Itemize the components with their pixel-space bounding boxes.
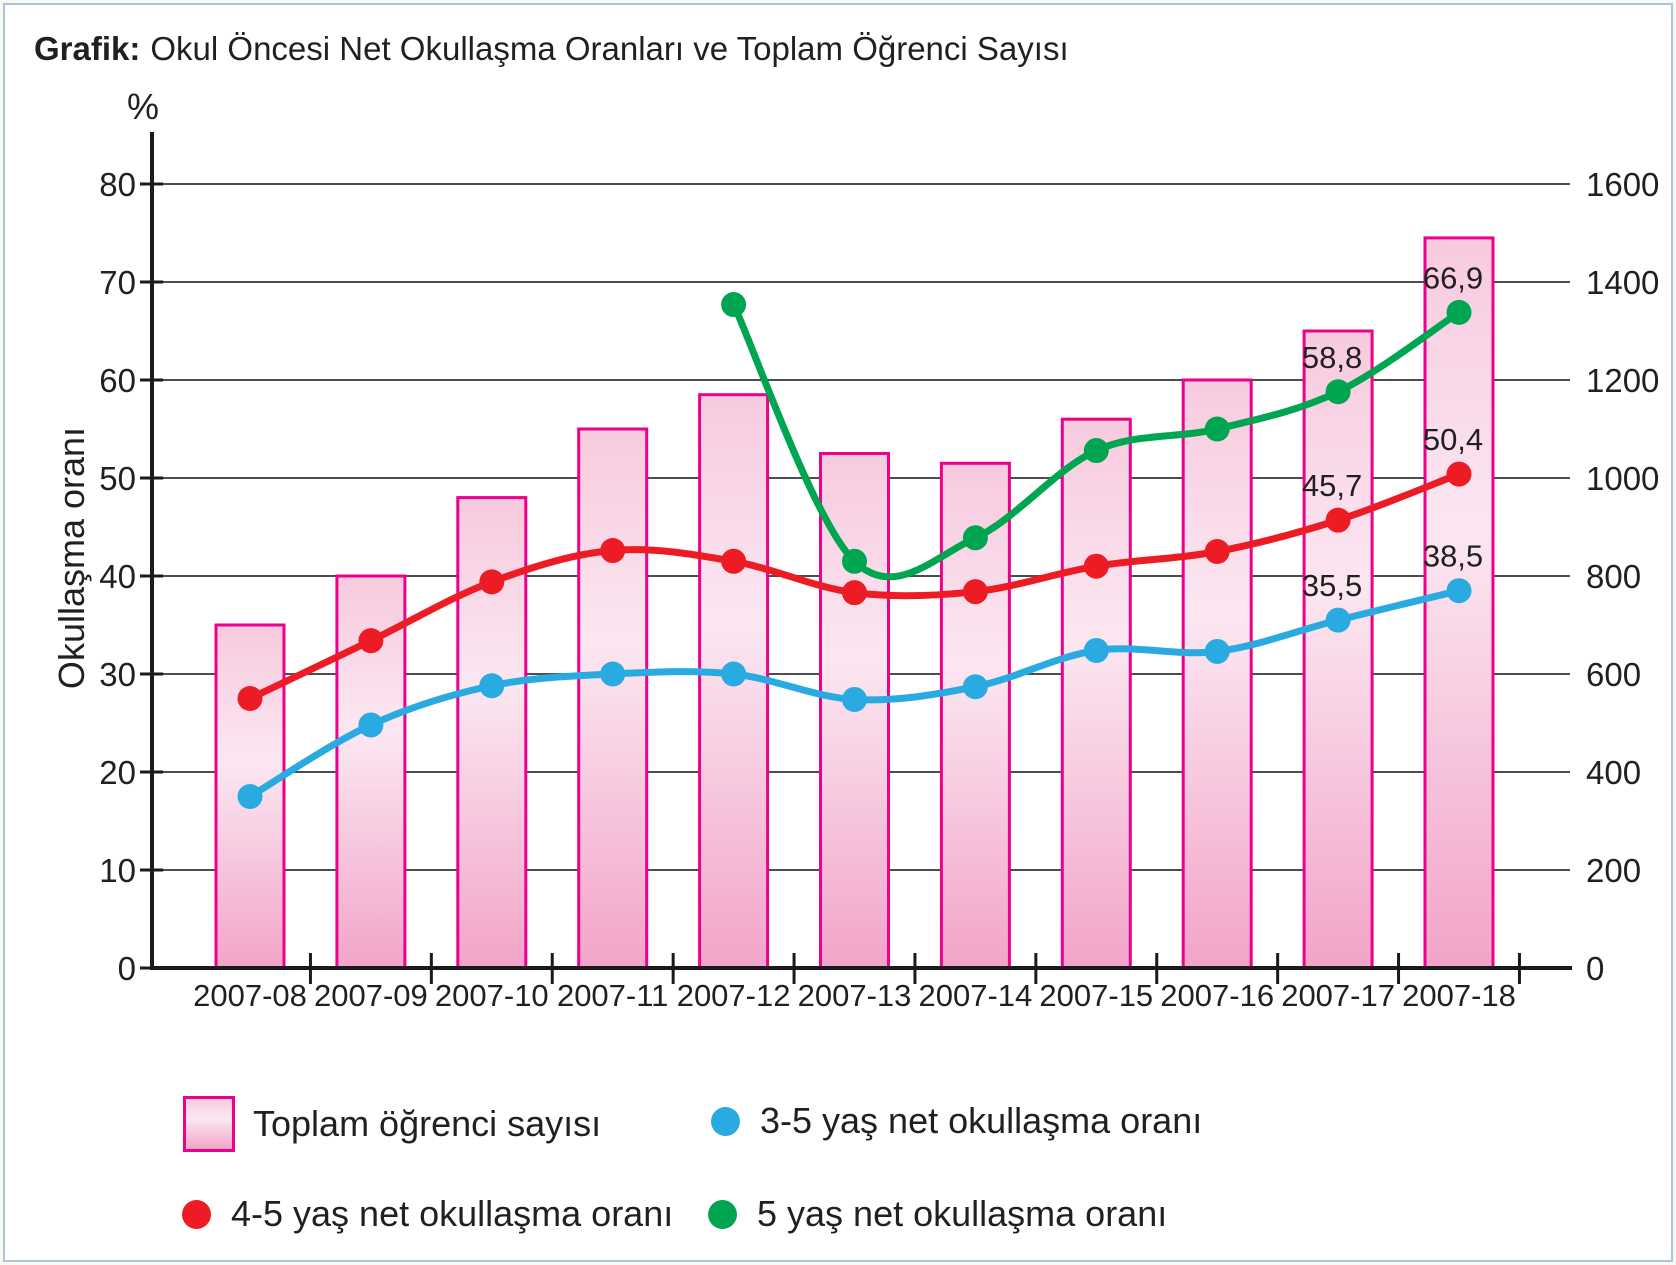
data-point bbox=[479, 673, 505, 699]
data-point bbox=[962, 579, 988, 605]
data-point bbox=[1083, 438, 1109, 464]
y-axis-tick-label: 60 bbox=[99, 362, 136, 399]
data-point bbox=[721, 292, 747, 318]
legend-item-5: 5 yaş net okullaşma oranı bbox=[708, 1193, 1168, 1234]
data-point-label: 45,7 bbox=[1302, 468, 1362, 503]
legend-label: Toplam öğrenci sayısı bbox=[253, 1103, 602, 1144]
right-axis-tick-label: 800 bbox=[1586, 558, 1641, 595]
data-point bbox=[1325, 507, 1351, 533]
legend-item-3-5: 3-5 yaş net okullaşma oranı bbox=[711, 1096, 1202, 1146]
x-axis-label: 2007-17 bbox=[1281, 978, 1395, 1013]
bar bbox=[1060, 417, 1132, 970]
data-point bbox=[1325, 607, 1351, 633]
right-axis-tick-label: 600 bbox=[1586, 656, 1641, 693]
red-dot-icon bbox=[182, 1199, 211, 1229]
right-axis-tick-label: 400 bbox=[1586, 754, 1641, 791]
x-axis-label: 2007-11 bbox=[557, 978, 668, 1013]
bar bbox=[1181, 378, 1253, 970]
legend-item-total-students: Toplam öğrenci sayısı bbox=[183, 1096, 601, 1152]
data-point bbox=[358, 712, 384, 738]
x-axis-label: 2007-13 bbox=[798, 978, 912, 1013]
data-point bbox=[721, 661, 747, 687]
legend-label: 5 yaş net okullaşma oranı bbox=[757, 1193, 1168, 1234]
bar bbox=[456, 496, 528, 970]
data-point bbox=[1446, 299, 1472, 325]
x-axis-label: 2007-18 bbox=[1402, 978, 1516, 1013]
legend-item-4-5: 4-5 yaş net okullaşma oranı bbox=[182, 1193, 674, 1234]
bar bbox=[1302, 329, 1374, 970]
data-point bbox=[1204, 638, 1230, 664]
chart-title-text: Okul Öncesi Net Okullaşma Oranları ve To… bbox=[150, 30, 1069, 67]
data-point bbox=[479, 569, 505, 595]
left-axis-unit: % bbox=[127, 86, 160, 127]
right-axis-tick-label: 1400 bbox=[1586, 264, 1659, 301]
data-point bbox=[237, 784, 263, 809]
chart-title-prefix: Grafik: bbox=[34, 30, 141, 67]
data-point bbox=[1083, 637, 1109, 663]
data-point bbox=[842, 580, 867, 606]
x-axis-label: 2007-15 bbox=[1039, 978, 1153, 1013]
y-axis-tick-label: 70 bbox=[99, 264, 136, 301]
data-point bbox=[1446, 461, 1472, 487]
blue-dot-icon bbox=[711, 1106, 740, 1136]
data-point-label: 58,8 bbox=[1302, 340, 1362, 375]
y-axis-tick-label: 50 bbox=[99, 460, 136, 497]
x-axis-label: 2007-12 bbox=[677, 978, 791, 1013]
data-point bbox=[237, 686, 263, 711]
data-point bbox=[1083, 553, 1109, 579]
x-axis-label: 2007-10 bbox=[435, 978, 549, 1013]
data-point bbox=[1446, 578, 1472, 604]
y-axis-tick-label: 0 bbox=[118, 950, 136, 987]
y-axis-tick-label: 10 bbox=[99, 852, 136, 889]
right-axis-tick-label: 0 bbox=[1586, 950, 1604, 987]
right-axis-tick-label: 200 bbox=[1586, 852, 1641, 889]
y-axis-tick-label: 20 bbox=[99, 754, 136, 791]
y-axis-tick-label: 80 bbox=[99, 166, 136, 203]
y-axis-tick-label: 30 bbox=[99, 656, 136, 693]
data-point bbox=[1325, 379, 1351, 405]
legend-label: 4-5 yaş net okullaşma oranı bbox=[231, 1193, 674, 1234]
x-axis-label: 2007-09 bbox=[314, 978, 428, 1013]
data-point-label: 35,5 bbox=[1302, 568, 1362, 603]
data-point bbox=[600, 538, 626, 564]
data-point bbox=[842, 686, 867, 712]
x-axis-label: 2007-14 bbox=[919, 978, 1033, 1013]
right-axis-tick-label: 1000 bbox=[1586, 460, 1659, 497]
data-point bbox=[962, 674, 988, 700]
bar bbox=[577, 427, 649, 970]
data-point bbox=[842, 548, 867, 574]
legend-label: 3-5 yaş net okullaşma oranı bbox=[760, 1100, 1203, 1141]
data-point-label: 66,9 bbox=[1423, 260, 1483, 295]
right-axis-tick-label: 1600 bbox=[1586, 166, 1659, 203]
data-point bbox=[1204, 416, 1230, 442]
data-point bbox=[1204, 539, 1230, 564]
green-dot-icon bbox=[708, 1199, 737, 1229]
data-point bbox=[962, 525, 988, 551]
data-point bbox=[600, 661, 626, 687]
x-axis-label: 2007-16 bbox=[1160, 978, 1274, 1013]
x-axis-label: 2007-08 bbox=[193, 978, 307, 1013]
y-axis-tick-label: 40 bbox=[99, 558, 136, 595]
bar-swatch-icon bbox=[183, 1096, 235, 1152]
chart-title: Grafik: Okul Öncesi Net Okullaşma Oranlar… bbox=[34, 30, 1069, 68]
data-point bbox=[721, 548, 747, 574]
data-point bbox=[358, 628, 384, 654]
data-point-label: 50,4 bbox=[1423, 422, 1483, 457]
right-axis-tick-label: 1200 bbox=[1586, 362, 1659, 399]
data-point-label: 38,5 bbox=[1423, 539, 1483, 574]
